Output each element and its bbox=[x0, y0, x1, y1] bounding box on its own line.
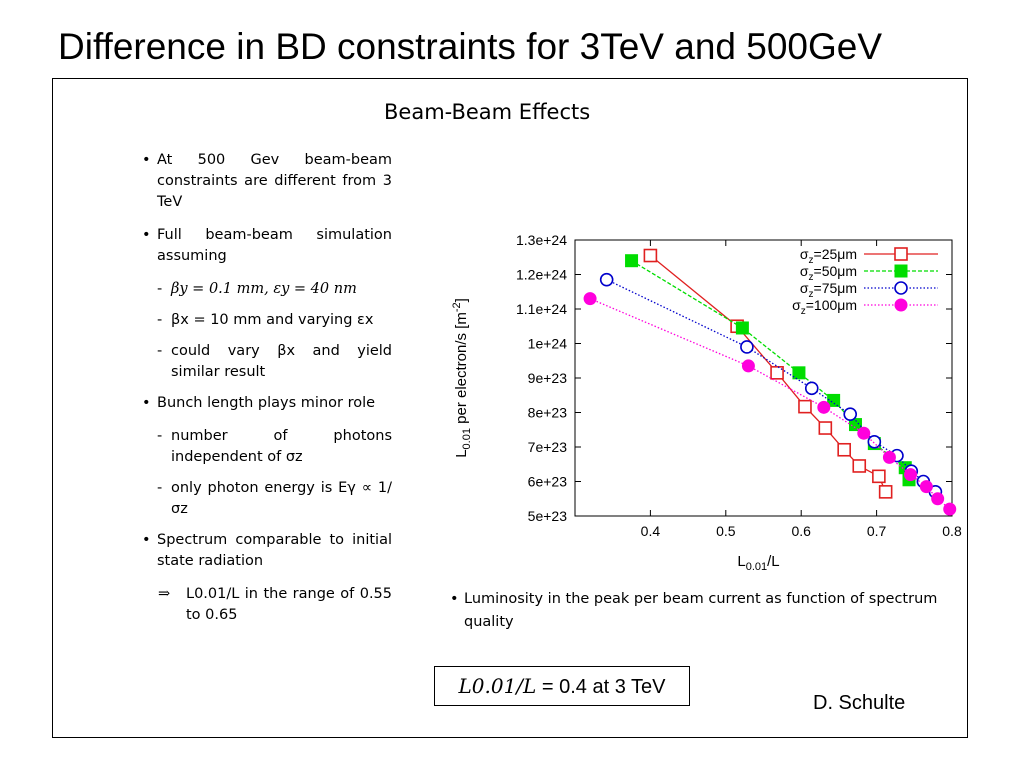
beta-x-text: βx = 10 mm and varying εx bbox=[171, 312, 374, 328]
data-point-series-3 bbox=[857, 426, 871, 440]
data-point-series-2 bbox=[804, 381, 819, 396]
data-point-series-1 bbox=[827, 393, 841, 407]
data-point-series-0 bbox=[852, 459, 867, 473]
data-point-series-0 bbox=[770, 366, 784, 380]
data-point-series-0 bbox=[837, 442, 851, 457]
ratio-value: 0.4 at 3 TeV bbox=[559, 676, 666, 698]
data-point-series-1 bbox=[735, 321, 749, 335]
y-tick-label: 8e+23 bbox=[528, 405, 568, 421]
x-axis-label: L0.01/L bbox=[737, 553, 779, 573]
legend-label: σz=50μm bbox=[800, 263, 857, 283]
bullet-list: At 500 Gev beam-beam constraints are dif… bbox=[142, 150, 392, 634]
data-point-series-0 bbox=[872, 469, 886, 484]
beta-y-text: βy = 0.1 mm, εy = 40 nm bbox=[171, 281, 357, 297]
data-point-series-0 bbox=[818, 421, 833, 435]
content-panel bbox=[52, 78, 968, 738]
y-tick-label: 6e+23 bbox=[528, 474, 568, 490]
vary-beta-text: could vary βx and yield similar result bbox=[171, 343, 392, 380]
data-point-series-0 bbox=[643, 248, 658, 263]
data-point-series-3 bbox=[931, 492, 945, 506]
ratio-box: L0.01/L = 0.4 at 3 TeV bbox=[434, 666, 690, 706]
x-tick-label: 0.8 bbox=[942, 523, 962, 539]
data-point-series-3 bbox=[882, 450, 896, 464]
legend-label: σz=75μm bbox=[800, 280, 857, 300]
ratio-separator: = bbox=[536, 676, 560, 698]
sub-bullet-vary-beta: - could vary βx and yield similar result bbox=[157, 343, 392, 380]
legend-marker bbox=[894, 247, 908, 261]
sub-bullet-photons: - number of photons independent of σz bbox=[157, 428, 392, 465]
slide-title: Difference in BD constraints for 3TeV an… bbox=[58, 26, 883, 67]
data-point-series-1 bbox=[848, 418, 862, 432]
sub-bullet-photon-energy: - only photon energy is Eγ ∝ 1/σz bbox=[157, 480, 392, 517]
data-point-series-3 bbox=[919, 480, 933, 494]
data-point-series-3 bbox=[741, 359, 755, 373]
y-tick-label: 1.3e+24 bbox=[516, 232, 567, 248]
y-tick-label: 5e+23 bbox=[528, 508, 568, 524]
data-point-series-2 bbox=[843, 407, 858, 422]
x-tick-label: 0.5 bbox=[716, 523, 736, 539]
author-name: D. Schulte bbox=[813, 692, 906, 714]
implies-arrow-icon: ⇒ bbox=[158, 586, 171, 602]
ratio-label: L0.01/L bbox=[458, 674, 537, 698]
implication-text: L0.01/L in the range of 0.55 to 0.65 bbox=[186, 586, 392, 623]
bullet-500gev: At 500 Gev beam-beam constraints are dif… bbox=[142, 150, 392, 213]
legend-label: σz=100μm bbox=[792, 297, 857, 317]
series-line-3 bbox=[589, 298, 951, 510]
legend-marker bbox=[894, 264, 908, 278]
y-tick-label: 1e+24 bbox=[528, 336, 568, 352]
data-point-series-3 bbox=[904, 468, 918, 482]
sub-bullet-beta-y: - βy = 0.1 mm, εy = 40 nm bbox=[157, 281, 357, 297]
legend-marker bbox=[894, 281, 908, 295]
data-point-series-1 bbox=[625, 254, 639, 268]
chart-caption: Luminosity in the peak per beam current … bbox=[450, 588, 979, 634]
data-point-series-2 bbox=[867, 435, 882, 449]
bullet-simulation: Full beam-beam simulation assuming bbox=[142, 225, 392, 267]
sub-bullet-beta-x: - βx = 10 mm and varying εx bbox=[157, 312, 374, 328]
panel-title: Beam-Beam Effects bbox=[384, 100, 591, 124]
x-tick-label: 0.7 bbox=[867, 523, 887, 539]
photon-energy-text: only photon energy is Eγ ∝ 1/σz bbox=[171, 480, 392, 517]
data-point-series-1 bbox=[792, 366, 806, 380]
photons-text: number of photons independent of σz bbox=[171, 428, 392, 465]
implication-line: ⇒ L0.01/L in the range of 0.55 to 0.65 bbox=[142, 584, 392, 626]
plot-frame bbox=[574, 239, 953, 517]
data-point-series-3 bbox=[943, 502, 957, 516]
y-tick-label: 7e+23 bbox=[528, 439, 568, 455]
data-point-series-2 bbox=[740, 340, 754, 354]
y-tick-label: 1.2e+24 bbox=[516, 267, 567, 283]
x-tick-label: 0.4 bbox=[641, 523, 661, 539]
data-point-series-3 bbox=[583, 292, 597, 306]
luminosity-chart: 0.4 0.5 0.6 0.7 0.8 5e+23 6e+23 7e+23 8e+23 9e+23… bbox=[451, 232, 962, 573]
bullet-bunch-length: Bunch length plays minor role bbox=[142, 393, 392, 414]
data-point-series-0 bbox=[878, 485, 893, 499]
data-point-series-0 bbox=[798, 399, 812, 414]
y-axis-label: L0.01 per electron/s [m-2] bbox=[451, 298, 473, 458]
y-tick-label: 9e+23 bbox=[528, 370, 568, 386]
legend-label: σz=25μm bbox=[800, 246, 857, 266]
x-tick-label: 0.6 bbox=[791, 523, 811, 539]
legend-marker bbox=[894, 298, 908, 312]
data-point-series-3 bbox=[817, 400, 831, 414]
data-point-series-2 bbox=[599, 272, 614, 287]
bullet-spectrum: Spectrum comparable to initial state rad… bbox=[142, 530, 392, 572]
y-tick-label: 1.1e+24 bbox=[516, 301, 567, 317]
